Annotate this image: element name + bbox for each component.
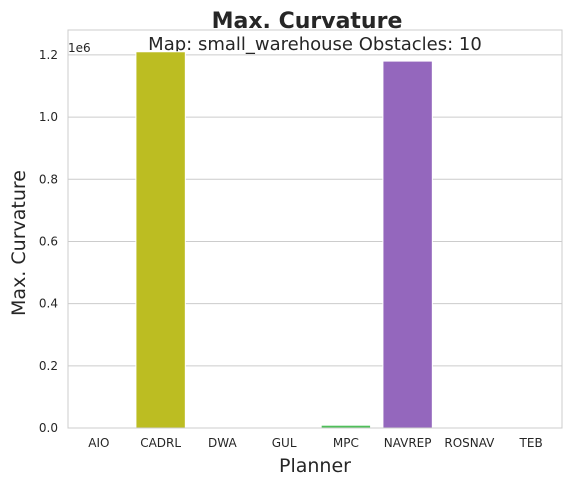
x-tick-label: MPC — [333, 436, 359, 450]
plot-frame — [67, 29, 563, 429]
y-tick-label: 0.8 — [39, 172, 58, 186]
bars — [135, 51, 433, 429]
bar-navrep — [382, 60, 433, 429]
x-tick-label: DWA — [208, 436, 237, 450]
y-tick-label: 0.6 — [39, 234, 58, 248]
y-tick-label: 0.0 — [39, 421, 58, 435]
y-tick-label: 0.4 — [39, 297, 58, 311]
bar-cadrl — [135, 51, 186, 429]
x-axis-label: Planner — [279, 455, 351, 477]
chart-subtitle: Map: small_warehouse Obstacles: 10 — [148, 34, 482, 55]
y-tick-labels: 0.0 0.2 0.4 0.6 0.8 1.0 1.2 — [39, 48, 58, 435]
y-tick-label: 1.2 — [39, 48, 58, 62]
x-tick-labels: AIO CADRL DWA GUL MPC NAVREP ROSNAV TEB — [88, 436, 542, 450]
x-tick-label: AIO — [88, 436, 109, 450]
x-tick-label: TEB — [519, 436, 543, 450]
y-tick-label: 1.0 — [39, 110, 58, 124]
y-tick-label: 0.2 — [39, 359, 58, 373]
x-tick-label: GUL — [272, 436, 297, 450]
x-tick-label: ROSNAV — [444, 436, 495, 450]
y-axis-offset-label: 1e6 — [68, 41, 91, 55]
x-tick-label: NAVREP — [384, 436, 432, 450]
x-tick-label: CADRL — [140, 436, 181, 450]
y-axis-label: Max. Curvature — [8, 170, 30, 316]
